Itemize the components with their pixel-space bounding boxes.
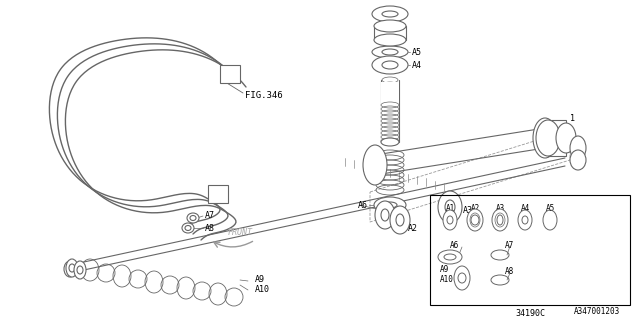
- Text: A9: A9: [255, 276, 265, 284]
- Ellipse shape: [467, 209, 483, 231]
- Ellipse shape: [74, 261, 86, 279]
- Text: A5: A5: [412, 47, 422, 57]
- Ellipse shape: [372, 6, 408, 22]
- Text: 1: 1: [570, 114, 575, 123]
- Text: A347001203: A347001203: [573, 308, 620, 316]
- Text: A5: A5: [545, 204, 555, 212]
- Ellipse shape: [533, 118, 557, 158]
- Text: A9: A9: [440, 266, 449, 275]
- Text: A6: A6: [358, 201, 368, 210]
- Bar: [220, 65, 240, 83]
- Bar: [381, 82, 399, 142]
- Ellipse shape: [570, 150, 586, 170]
- Text: A2: A2: [470, 204, 479, 212]
- Text: FIG.346: FIG.346: [245, 91, 283, 100]
- Text: A1: A1: [445, 204, 454, 212]
- Bar: [430, 195, 630, 305]
- Ellipse shape: [381, 138, 399, 146]
- Ellipse shape: [372, 46, 408, 58]
- Ellipse shape: [374, 34, 406, 46]
- Text: A8: A8: [205, 223, 215, 233]
- Ellipse shape: [372, 56, 408, 74]
- Text: A3: A3: [495, 204, 504, 212]
- Text: A10: A10: [255, 285, 270, 294]
- Bar: [548, 120, 566, 156]
- Text: A4: A4: [520, 204, 530, 212]
- Ellipse shape: [438, 191, 462, 223]
- Text: A3: A3: [463, 205, 473, 214]
- Text: A6: A6: [450, 241, 460, 250]
- Text: A1: A1: [393, 215, 403, 225]
- Ellipse shape: [556, 123, 576, 153]
- Text: 34190C: 34190C: [515, 308, 545, 317]
- Ellipse shape: [374, 197, 406, 213]
- Ellipse shape: [187, 213, 199, 223]
- Ellipse shape: [64, 261, 76, 277]
- Ellipse shape: [492, 209, 508, 231]
- Ellipse shape: [390, 206, 410, 234]
- Ellipse shape: [66, 259, 78, 277]
- Text: A10: A10: [440, 276, 454, 284]
- Bar: [374, 26, 406, 40]
- Text: A4: A4: [412, 60, 422, 69]
- Ellipse shape: [443, 210, 457, 230]
- Ellipse shape: [375, 201, 395, 229]
- Text: A8: A8: [505, 268, 515, 276]
- Ellipse shape: [536, 120, 560, 156]
- Text: A2: A2: [408, 223, 418, 233]
- Ellipse shape: [182, 223, 194, 233]
- Ellipse shape: [438, 250, 462, 264]
- Ellipse shape: [454, 266, 470, 290]
- Ellipse shape: [518, 210, 532, 230]
- Ellipse shape: [570, 136, 586, 160]
- Ellipse shape: [363, 145, 387, 185]
- Text: FRONT: FRONT: [228, 228, 253, 236]
- Text: A7: A7: [205, 211, 215, 220]
- Text: A7: A7: [505, 241, 515, 250]
- Bar: [208, 185, 228, 203]
- Ellipse shape: [374, 20, 406, 32]
